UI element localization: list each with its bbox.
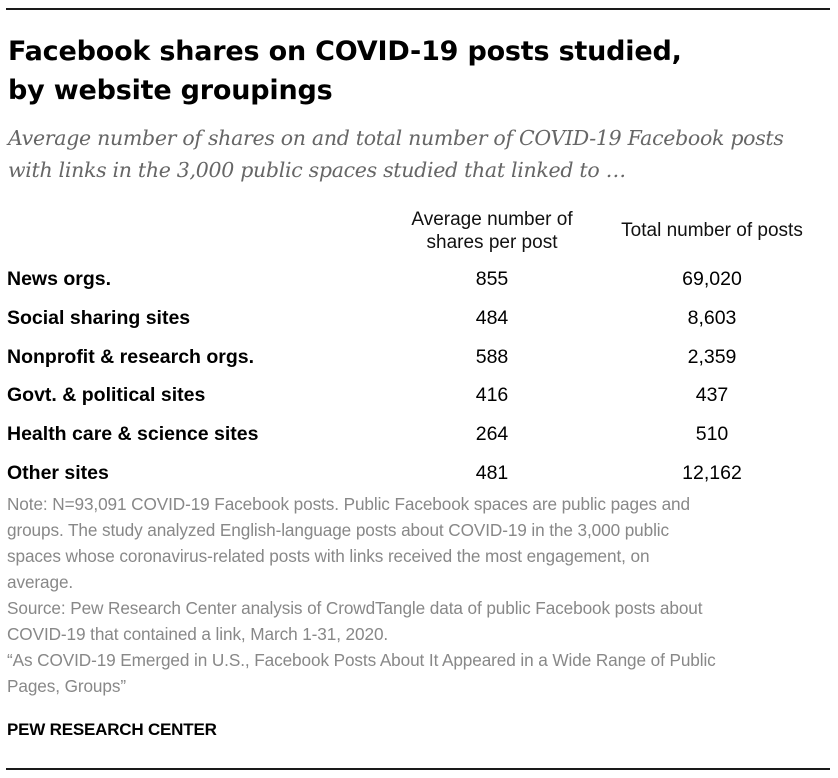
report-line: “As COVID-19 Emerged in U.S., Facebook P…: [7, 650, 716, 670]
note: Note: N=93,091 COVID-19 Facebook posts. …: [7, 491, 833, 595]
subtitle-line-2: with links in the 3,000 public spaces st…: [8, 158, 626, 182]
table-row: Nonprofit & research orgs. 588 2,359: [0, 338, 838, 376]
row-category-label: Social sharing sites: [7, 306, 191, 329]
avg-shares-value: 855: [475, 268, 509, 290]
column-header-avg-shares-line-2: shares per post: [426, 232, 558, 253]
report-line: Pages, Groups”: [7, 676, 126, 696]
avg-shares-value: 264: [475, 423, 509, 446]
subtitle-line-1: Average number of shares on and total nu…: [8, 126, 784, 150]
table-row: Health care & science sites 264 510: [0, 415, 838, 453]
source: Source: Pew Research Center analysis of …: [7, 595, 833, 647]
avg-shares-value: 588: [475, 345, 509, 368]
total-posts-value: 510: [695, 423, 729, 446]
chart-title: Facebook shares on COVID-19 posts studie…: [8, 32, 818, 110]
total-posts-value: 69,020: [682, 268, 742, 290]
table-row: Govt. & political sites 416 437: [0, 376, 838, 414]
total-posts-value: 8,603: [687, 306, 737, 329]
table-row: Other sites 481 12,162: [0, 454, 838, 492]
avg-shares-value: 484: [475, 306, 509, 329]
total-posts-value: 437: [695, 384, 729, 407]
top-rule: [6, 8, 830, 10]
row-category-label: Nonprofit & research orgs.: [7, 345, 255, 368]
table-row: Social sharing sites 484 8,603: [0, 299, 838, 337]
note-line: groups. The study analyzed English-langu…: [7, 520, 670, 540]
note-line: average.: [7, 572, 74, 592]
row-category-label: Govt. & political sites: [7, 384, 206, 407]
source-line: Source: Pew Research Center analysis of …: [7, 598, 703, 618]
source-line: COVID-19 that contained a link, March 1-…: [7, 624, 389, 644]
total-posts-value: 12,162: [682, 462, 742, 484]
column-header-avg-shares: Average number of shares per post: [392, 208, 592, 254]
row-category-label: News orgs.: [7, 268, 112, 290]
column-header-avg-shares-line-1: Average number of: [411, 209, 573, 230]
note-line: Note: N=93,091 COVID-19 Facebook posts. …: [7, 494, 690, 514]
avg-shares-value: 481: [475, 462, 509, 484]
note-line: spaces whose coronavirus-related posts w…: [7, 546, 650, 566]
title-line-1: Facebook shares on COVID-19 posts studie…: [8, 36, 682, 67]
bottom-rule: [6, 768, 830, 770]
avg-shares-value: 416: [475, 384, 509, 407]
total-posts-value: 2,359: [687, 345, 737, 368]
row-category-label: Other sites: [7, 462, 109, 484]
row-category-label: Health care & science sites: [7, 423, 259, 446]
report-title: “As COVID-19 Emerged in U.S., Facebook P…: [7, 647, 833, 699]
chart-subtitle: Average number of shares on and total nu…: [8, 122, 834, 186]
table-row: News orgs. 855 69,020: [0, 260, 838, 298]
column-header-total-posts: Total number of posts: [621, 220, 803, 241]
footnotes: Note: N=93,091 COVID-19 Facebook posts. …: [7, 491, 833, 699]
title-line-2: by website groupings: [8, 75, 333, 106]
brand-logo-text: PEW RESEARCH CENTER: [7, 720, 217, 739]
